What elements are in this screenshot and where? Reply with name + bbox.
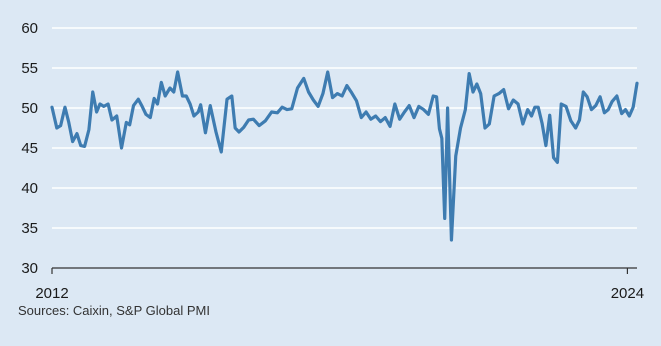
axis — [51, 267, 637, 274]
y-tick-label: 55 — [21, 60, 38, 77]
x-tick-label: 2012 — [35, 285, 68, 302]
y-tick-label: 40 — [21, 180, 38, 197]
x-tick-label: 2024 — [611, 285, 644, 302]
y-tick-label: 35 — [21, 220, 38, 237]
y-tick-label: 50 — [21, 100, 38, 117]
tick-labels: 30 35 40 45 50 55 60 2012 2024 — [21, 20, 644, 302]
source-note: Sources: Caixin, S&P Global PMI — [18, 303, 210, 318]
y-tick-label: 60 — [21, 20, 38, 37]
grid-lines — [52, 27, 637, 229]
y-tick-label: 30 — [21, 260, 38, 277]
series-layer — [50, 70, 639, 242]
series-line-0 — [50, 70, 639, 242]
y-tick-label: 45 — [21, 140, 38, 157]
